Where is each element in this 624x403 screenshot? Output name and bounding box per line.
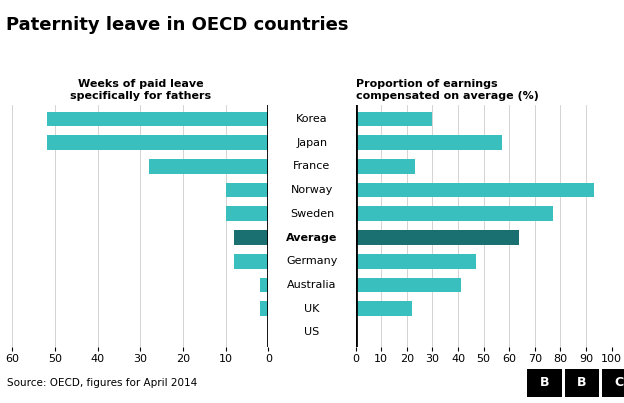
Bar <box>527 369 562 397</box>
Bar <box>260 278 268 292</box>
Bar <box>47 112 268 127</box>
Text: US: US <box>305 327 319 337</box>
Bar <box>356 159 414 174</box>
Text: France: France <box>293 162 331 171</box>
Bar <box>356 230 519 245</box>
Bar <box>356 112 432 127</box>
Bar <box>356 183 593 197</box>
Bar <box>234 230 268 245</box>
Text: C: C <box>615 376 624 389</box>
Text: Weeks of paid leave
specifically for fathers: Weeks of paid leave specifically for fat… <box>70 79 211 101</box>
Text: Japan: Japan <box>296 138 328 148</box>
Text: B: B <box>540 376 549 389</box>
Bar <box>602 369 624 397</box>
Bar <box>226 206 268 221</box>
Bar <box>260 301 268 316</box>
Text: Australia: Australia <box>287 280 337 290</box>
Text: Source: OECD, figures for April 2014: Source: OECD, figures for April 2014 <box>7 378 198 388</box>
Bar <box>149 159 268 174</box>
Text: Norway: Norway <box>291 185 333 195</box>
Bar <box>234 254 268 268</box>
Bar <box>47 135 268 150</box>
Bar <box>356 254 476 268</box>
Bar <box>356 206 553 221</box>
Bar <box>356 301 412 316</box>
Text: Average: Average <box>286 233 338 243</box>
Text: Germany: Germany <box>286 256 338 266</box>
Text: UK: UK <box>305 303 319 314</box>
Bar <box>356 278 461 292</box>
Text: Proportion of earnings
compensated on average (%): Proportion of earnings compensated on av… <box>356 79 539 101</box>
Bar <box>226 183 268 197</box>
Bar <box>565 369 599 397</box>
Text: Paternity leave in OECD countries: Paternity leave in OECD countries <box>6 16 349 34</box>
Text: B: B <box>577 376 587 389</box>
Bar <box>356 135 502 150</box>
Text: Sweden: Sweden <box>290 209 334 219</box>
Text: Korea: Korea <box>296 114 328 124</box>
